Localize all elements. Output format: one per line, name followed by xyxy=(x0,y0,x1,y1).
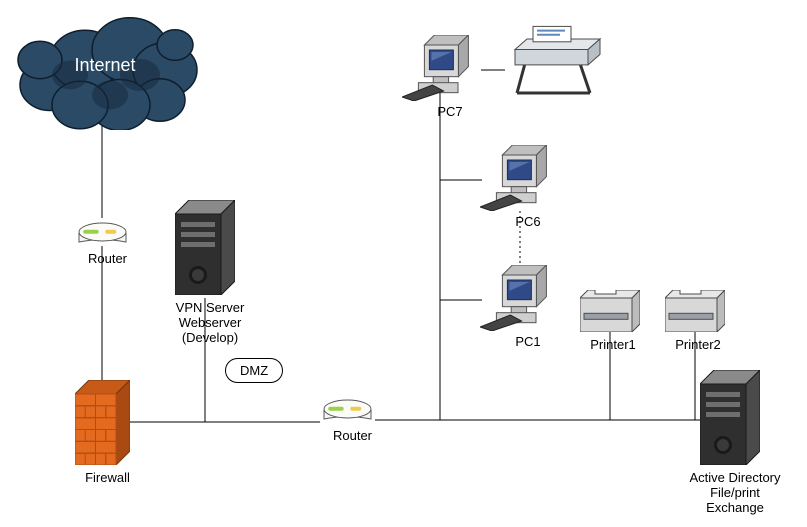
node-label: Firewall xyxy=(70,471,145,486)
printer-icon xyxy=(580,290,640,332)
vpn-server-icon xyxy=(175,200,235,295)
pc-icon xyxy=(480,265,560,331)
node-label: Printer1 xyxy=(578,338,648,353)
printer-icon xyxy=(665,290,725,332)
firewall-icon xyxy=(75,380,130,465)
node-label: Internet xyxy=(40,55,170,76)
node-label: PC6 xyxy=(488,215,568,230)
node-label: PC1 xyxy=(488,335,568,350)
node-label: Router xyxy=(315,429,390,444)
node-label: PC7 xyxy=(410,105,490,120)
router-icon xyxy=(320,395,375,423)
node-label: VPN Server Webserver (Develop) xyxy=(145,301,275,346)
ad-server-icon xyxy=(700,370,760,465)
pc-icon xyxy=(480,145,560,211)
plotter-icon xyxy=(505,25,605,95)
node-label: Active Directory File/print Exchange xyxy=(670,471,800,516)
dmz-label: DMZ xyxy=(225,358,283,383)
node-label: Router xyxy=(70,252,145,267)
diagram-canvas: Internet Router VPN Server Webserver (Deve… xyxy=(0,0,807,527)
pc-icon xyxy=(402,35,482,101)
node-label: Printer2 xyxy=(663,338,733,353)
router-icon xyxy=(75,218,130,246)
